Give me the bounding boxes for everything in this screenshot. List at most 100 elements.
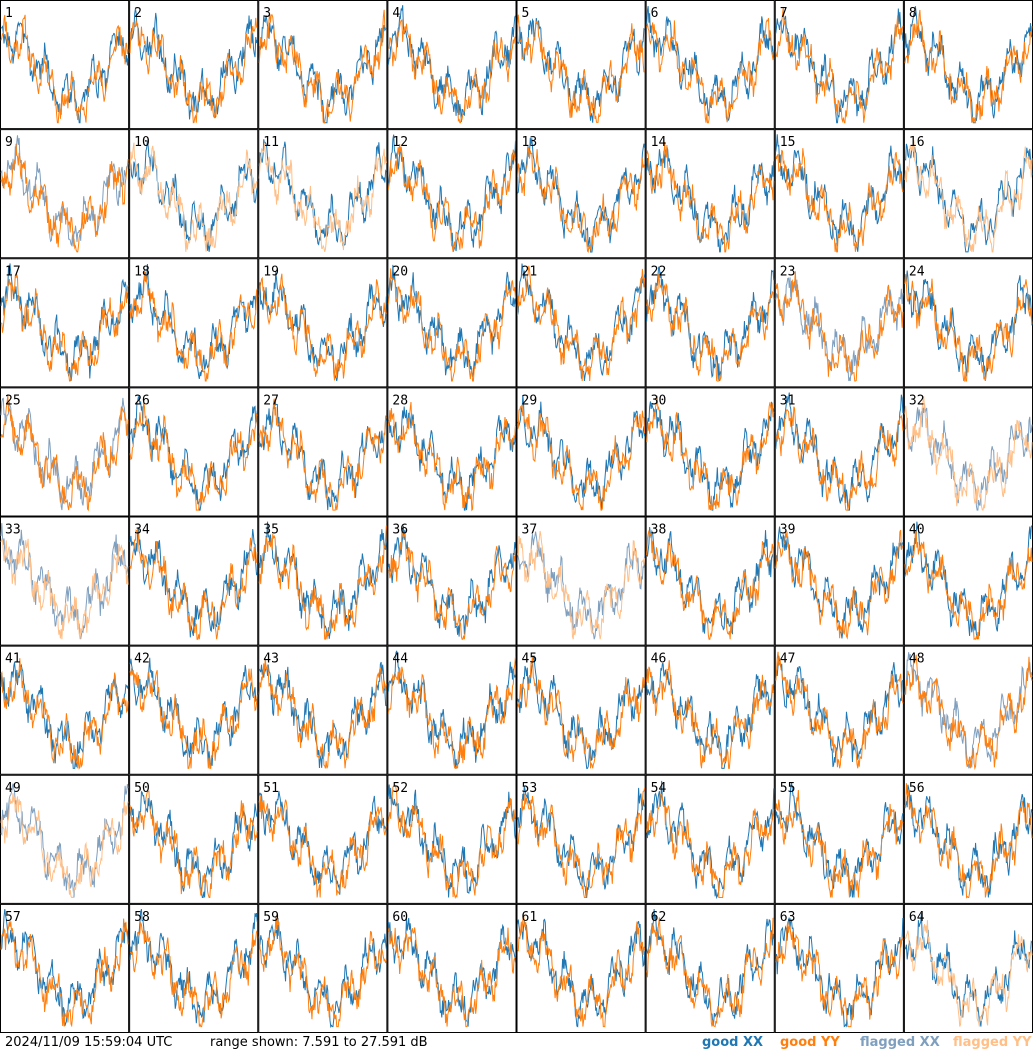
panel-44: 44 bbox=[387, 645, 517, 775]
panel-24: 24 bbox=[903, 258, 1033, 388]
panel-label: 47 bbox=[780, 652, 796, 667]
panel-label: 33 bbox=[5, 523, 21, 538]
panel-label: 41 bbox=[5, 652, 21, 667]
panel-55: 55 bbox=[774, 774, 904, 904]
panel-label: 35 bbox=[263, 523, 279, 538]
panel-frame bbox=[387, 0, 517, 130]
panel-56: 56 bbox=[903, 774, 1033, 904]
panel-16: 16 bbox=[903, 129, 1033, 259]
panel-39: 39 bbox=[774, 516, 904, 646]
series-xx-panel-31 bbox=[775, 392, 904, 511]
series-yy-panel-35 bbox=[258, 525, 387, 640]
series-yy-panel-49 bbox=[0, 793, 129, 898]
panel-label: 18 bbox=[134, 264, 150, 279]
panel-36: 36 bbox=[387, 516, 517, 646]
series-yy-panel-41 bbox=[0, 658, 129, 770]
panel-8: 8 bbox=[903, 0, 1033, 130]
panel-label: 36 bbox=[392, 523, 408, 538]
series-yy-panel-23 bbox=[775, 271, 904, 382]
series-yy-panel-5 bbox=[517, 14, 646, 123]
series-xx-panel-12 bbox=[387, 134, 516, 253]
series-yy-panel-36 bbox=[387, 530, 516, 640]
series-yy-panel-54 bbox=[646, 793, 775, 898]
series-xx-panel-46 bbox=[646, 663, 775, 769]
panel-28: 28 bbox=[387, 387, 517, 517]
panel-6: 6 bbox=[645, 0, 775, 130]
panel-26: 26 bbox=[129, 387, 259, 517]
panel-label: 14 bbox=[651, 135, 667, 150]
panel-frame bbox=[774, 903, 904, 1033]
panel-52: 52 bbox=[387, 774, 517, 904]
series-yy-panel-2 bbox=[129, 17, 258, 124]
panel-label: 55 bbox=[780, 781, 796, 796]
series-yy-panel-31 bbox=[775, 406, 904, 511]
legend-flagged-yy: flagged YY bbox=[953, 1035, 1032, 1050]
series-xx-panel-11 bbox=[258, 139, 387, 247]
series-yy-panel-16 bbox=[904, 140, 1033, 253]
footer: 2024/11/09 15:59:04 UTC range shown: 7.5… bbox=[0, 1033, 1033, 1053]
panel-40: 40 bbox=[903, 516, 1033, 646]
panel-label: 15 bbox=[780, 135, 796, 150]
panel-17: 17 bbox=[0, 258, 130, 388]
range-text: range shown: 7.591 to 27.591 dB bbox=[210, 1035, 428, 1050]
panel-label: 30 bbox=[651, 393, 667, 408]
series-xx-panel-15 bbox=[775, 134, 904, 252]
series-yy-panel-33 bbox=[0, 538, 129, 640]
series-yy-panel-57 bbox=[0, 918, 129, 1028]
panel-label: 21 bbox=[522, 264, 538, 279]
panel-label: 42 bbox=[134, 652, 150, 667]
panel-57: 57 bbox=[0, 903, 130, 1033]
series-xx-panel-63 bbox=[775, 917, 904, 1028]
panel-label: 17 bbox=[5, 264, 21, 279]
panel-59: 59 bbox=[258, 903, 388, 1033]
panel-label: 26 bbox=[134, 393, 150, 408]
panel-61: 61 bbox=[516, 903, 646, 1033]
panel-frame bbox=[129, 258, 259, 388]
series-yy-panel-37 bbox=[517, 530, 646, 640]
panel-label: 31 bbox=[780, 393, 796, 408]
panel-label: 22 bbox=[651, 264, 667, 279]
series-yy-panel-3 bbox=[258, 9, 387, 124]
panel-45: 45 bbox=[516, 645, 646, 775]
legend-good-yy: good YY bbox=[780, 1035, 840, 1050]
panel-frame bbox=[258, 387, 388, 517]
panel-label: 40 bbox=[909, 523, 925, 538]
series-yy-panel-53 bbox=[517, 787, 646, 898]
panel-11: 11 bbox=[258, 129, 388, 259]
series-yy-panel-4 bbox=[388, 19, 516, 124]
panel-frame bbox=[258, 258, 388, 388]
series-yy-panel-34 bbox=[129, 528, 258, 640]
panel-25: 25 bbox=[0, 387, 130, 517]
series-yy-panel-9 bbox=[0, 143, 129, 253]
panel-label: 16 bbox=[909, 135, 925, 150]
series-yy-panel-55 bbox=[775, 790, 904, 898]
panel-46: 46 bbox=[645, 645, 775, 775]
panel-label: 62 bbox=[651, 910, 667, 925]
panel-label: 57 bbox=[5, 910, 21, 925]
panel-43: 43 bbox=[258, 645, 388, 775]
panel-51: 51 bbox=[258, 774, 388, 904]
panel-label: 10 bbox=[134, 135, 150, 150]
series-xx-panel-16 bbox=[904, 143, 1033, 253]
series-yy-panel-40 bbox=[904, 530, 1033, 641]
series-yy-panel-24 bbox=[904, 274, 1033, 382]
series-yy-panel-30 bbox=[646, 395, 775, 511]
panel-label: 44 bbox=[392, 652, 408, 667]
panel-label: 58 bbox=[134, 910, 150, 925]
panel-label: 13 bbox=[522, 135, 538, 150]
panel-label: 53 bbox=[522, 781, 538, 796]
series-yy-panel-27 bbox=[258, 398, 387, 511]
panel-20: 20 bbox=[387, 258, 517, 388]
panel-63: 63 bbox=[774, 903, 904, 1033]
panel-frame bbox=[516, 645, 646, 775]
series-xx-panel-20 bbox=[387, 264, 516, 377]
series-yy-panel-29 bbox=[517, 404, 646, 511]
series-xx-panel-51 bbox=[258, 790, 387, 895]
series-xx-panel-7 bbox=[775, 8, 904, 124]
panel-label: 43 bbox=[263, 652, 279, 667]
series-yy-panel-47 bbox=[775, 651, 904, 769]
series-yy-panel-60 bbox=[387, 927, 516, 1028]
panel-label: 48 bbox=[909, 652, 925, 667]
series-yy-panel-1 bbox=[0, 14, 129, 124]
panel-42: 42 bbox=[129, 645, 259, 775]
